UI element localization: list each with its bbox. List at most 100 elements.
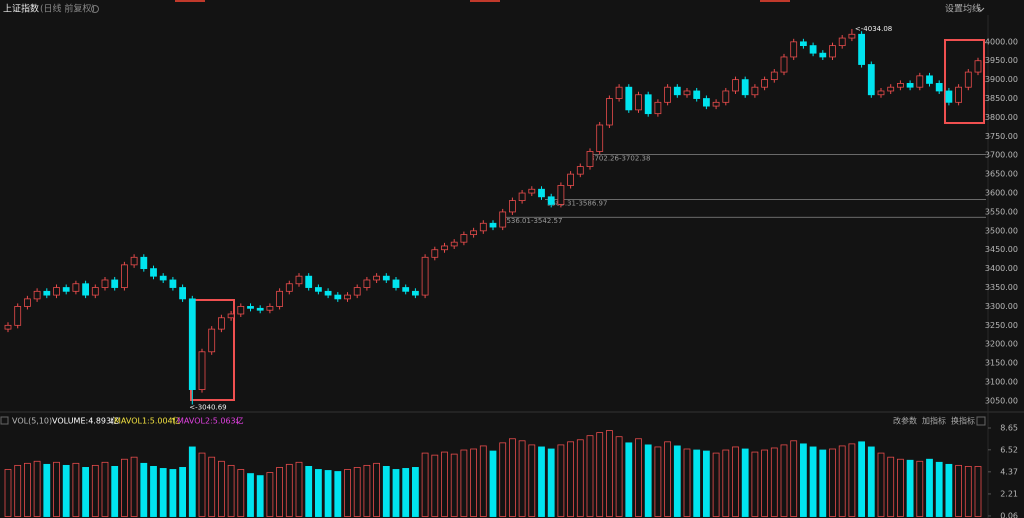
volume-bar <box>121 458 128 517</box>
volume-bar <box>567 441 574 517</box>
panel-button[interactable]: 改参数 <box>893 416 917 426</box>
volume-bar <box>441 451 448 517</box>
volume-bar <box>838 445 846 517</box>
candle-body <box>693 90 701 99</box>
candle-body <box>169 279 177 288</box>
volume-bar <box>761 449 768 517</box>
volume-bar <box>829 448 836 517</box>
volume-bar <box>800 443 807 517</box>
close-icon[interactable] <box>976 416 986 426</box>
volume-bar <box>450 453 458 517</box>
candle-body <box>955 86 962 103</box>
y-tick-label: 8.65 <box>1000 424 1018 433</box>
y-tick-label: 3450.00 <box>985 245 1018 254</box>
candle-body <box>761 79 768 88</box>
candle-body <box>450 241 458 247</box>
candle-body <box>518 192 526 201</box>
candle-body <box>305 275 313 288</box>
candle-body <box>644 94 652 115</box>
candle-body <box>159 275 167 281</box>
candle-body <box>111 279 119 288</box>
volume-bar <box>489 450 497 517</box>
candle-body <box>673 86 681 96</box>
candle-body <box>829 45 836 58</box>
volume-bar <box>247 473 254 517</box>
candle-body <box>402 287 410 292</box>
y-tick-label: 6.52 <box>1000 445 1018 454</box>
volume-bar <box>654 446 662 517</box>
candle-body <box>877 90 885 96</box>
volume-bar <box>780 444 788 517</box>
volume-bar <box>382 465 390 517</box>
y-tick-label: 3250.00 <box>985 321 1018 330</box>
dropdown-icon[interactable] <box>977 7 985 12</box>
y-tick-label: 0.06 <box>1000 511 1018 518</box>
volume-bar <box>877 452 885 517</box>
panel-button[interactable]: 加指标 <box>922 416 946 426</box>
candle-body <box>625 86 633 111</box>
candle-body <box>179 287 187 300</box>
candle-body <box>82 283 89 296</box>
candle-body <box>926 75 933 84</box>
volume-bar <box>470 448 478 517</box>
vol-title: VOL(5,10) <box>12 417 52 426</box>
volume-bar <box>363 464 371 517</box>
candle-body <box>23 298 31 307</box>
settings-button[interactable]: 设置均线 <box>945 3 981 15</box>
candle-body <box>906 83 914 88</box>
volume-bar <box>334 471 342 517</box>
volume-bar <box>373 462 381 517</box>
candle-body <box>411 290 419 296</box>
candle-body <box>683 90 691 96</box>
collapse-icon[interactable] <box>0 416 9 425</box>
volume-bar <box>508 438 516 517</box>
y-tick-label: 3200.00 <box>985 340 1018 349</box>
candle-body <box>615 86 623 99</box>
settings-icon[interactable] <box>91 5 99 13</box>
volume-bar <box>392 469 400 517</box>
level-label: 3536.01-3542.57 <box>502 217 562 225</box>
volume-bar <box>227 464 235 517</box>
candle-body <box>392 279 400 288</box>
candle-body <box>935 83 943 92</box>
chart-subtitle: (日线 前复权) <box>40 3 95 15</box>
candle-body <box>867 64 875 96</box>
volume-bar <box>867 446 875 517</box>
volume-bar <box>53 461 60 517</box>
volume-bar <box>344 469 351 517</box>
volume-bar <box>586 435 594 517</box>
volume-bar <box>33 460 41 517</box>
candle-body <box>421 256 429 296</box>
candle-body <box>567 173 574 186</box>
candle-body <box>790 41 798 58</box>
volume-bar <box>722 449 730 517</box>
arrow: ↑ <box>170 417 177 426</box>
volume-bar <box>421 452 429 517</box>
candle-body <box>208 328 216 353</box>
candle-body <box>586 151 594 167</box>
volume-bar <box>479 445 487 517</box>
volume-bar <box>887 456 895 517</box>
y-tick-label: 3150.00 <box>985 359 1018 368</box>
y-tick-label: 3600.00 <box>985 189 1018 198</box>
y-tick-label: 3500.00 <box>985 226 1018 235</box>
candle-body <box>800 41 807 47</box>
candle-body <box>809 45 817 54</box>
y-tick-label: 3550.00 <box>985 207 1018 216</box>
candle-body <box>848 33 856 39</box>
volume-bar <box>703 450 710 517</box>
level-label: 3583.31-3586.97 <box>547 199 607 207</box>
y-tick-label: 3400.00 <box>985 264 1018 273</box>
volume-bar <box>858 441 865 517</box>
volume-bar <box>101 461 109 517</box>
volume-bar <box>790 440 798 517</box>
panel-button[interactable]: 换指标 <box>951 416 975 426</box>
arrow: ↓ <box>234 417 241 426</box>
volume-bar <box>208 456 216 517</box>
candle-body <box>276 290 284 307</box>
candle-body <box>538 188 545 198</box>
candle-body <box>217 317 225 330</box>
candle-body <box>974 60 982 73</box>
volume-bar <box>741 448 749 517</box>
